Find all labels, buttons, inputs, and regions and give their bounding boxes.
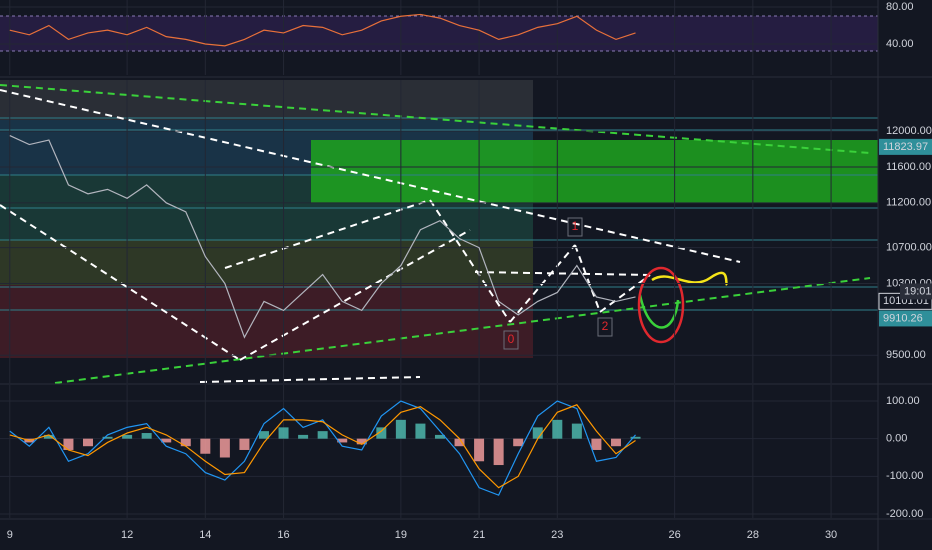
y-tick-label: 11600.00 [886,161,931,173]
price-label: 9910.26 [883,312,923,324]
y-tick-label: 0.00 [886,433,907,445]
trend-line [599,274,651,313]
fib-zone [0,80,533,120]
annotation-box [597,317,613,337]
trend-line [0,84,871,154]
annotation-box [503,330,519,350]
series-line [9,13,636,47]
annotation: 0 [508,332,515,346]
x-tick-label: 30 [825,529,837,541]
countdown: 19:01 [904,285,932,297]
histogram-bar [474,438,485,462]
x-tick-label: 28 [747,529,759,541]
x-tick-label: 23 [551,529,563,541]
histogram-bar [43,434,54,439]
rsi-band [0,16,878,51]
fib-zone [0,285,533,358]
y-tick-label: -200.00 [886,508,923,520]
levels [0,117,878,311]
trend-line [429,199,511,323]
y-tick-label: 10700.00 [886,242,932,254]
y-tick-label: 11200.00 [886,197,931,209]
y-tick-label: 40.00 [886,38,914,50]
histogram-bar [434,434,445,439]
fib-zone [0,240,533,285]
price-label: 11823.97 [883,141,928,153]
histogram-bar [298,434,309,439]
histogram-bar [513,438,524,447]
trend-line [239,229,471,361]
histogram-bar [610,438,621,447]
histogram-bar [493,438,504,466]
indicator-line [9,404,636,489]
histogram-bar [571,423,582,439]
histogram-bar [161,438,172,443]
trend-line [54,277,871,384]
annotation: 2 [602,319,609,333]
x-tick-label: 12 [121,529,133,541]
histogram-bar [356,438,367,445]
trend-line [0,89,741,263]
y-tick-label: 80.00 [886,1,914,13]
histogram-bar [200,438,211,454]
series-line [9,135,636,339]
x-tick-label: 14 [199,529,211,541]
annotation: 1 [572,219,579,233]
annotation-box [567,217,583,237]
histogram-bar [337,438,348,443]
histogram-bar [63,438,74,450]
y-tick-label: 9500.00 [886,349,926,361]
histogram-bar [180,438,191,447]
x-tick-label: 21 [473,529,485,541]
histogram-bar [258,431,269,439]
histogram-bar [591,438,602,450]
highlight [637,266,685,344]
histogram-bar [415,423,426,439]
x-tick-label: 19 [395,529,407,541]
y-tick-label: -100.00 [886,470,923,482]
y-tick-label: 100.00 [886,395,920,407]
histogram-bar [141,433,152,439]
histogram-bar [239,438,250,450]
histogram-bar [317,431,328,439]
countdown-bg [900,283,932,300]
histogram-bar [552,419,563,439]
histogram-bar [82,438,93,447]
histogram-bar [630,436,641,439]
price-label-bg [879,138,932,155]
projection [638,294,680,329]
histogram-bar [278,427,289,439]
target-zone [311,140,878,203]
histogram-bar [395,419,406,439]
histogram-bar [122,434,133,439]
histogram-bar [102,436,113,439]
x-tick-label: 9 [7,529,13,541]
trend-line [199,376,421,383]
histogram-bar [532,427,543,439]
price-label-bg [879,310,932,327]
histogram-bar [376,427,387,439]
x-tick-label: 26 [669,529,681,541]
trend-line [474,271,651,276]
histogram-bar [454,438,465,447]
histogram-bar [219,438,230,458]
indicator-line [9,400,636,496]
x-tick-label: 16 [277,529,289,541]
y-tick-label: 12000.00 [886,125,932,137]
projection [651,271,729,286]
